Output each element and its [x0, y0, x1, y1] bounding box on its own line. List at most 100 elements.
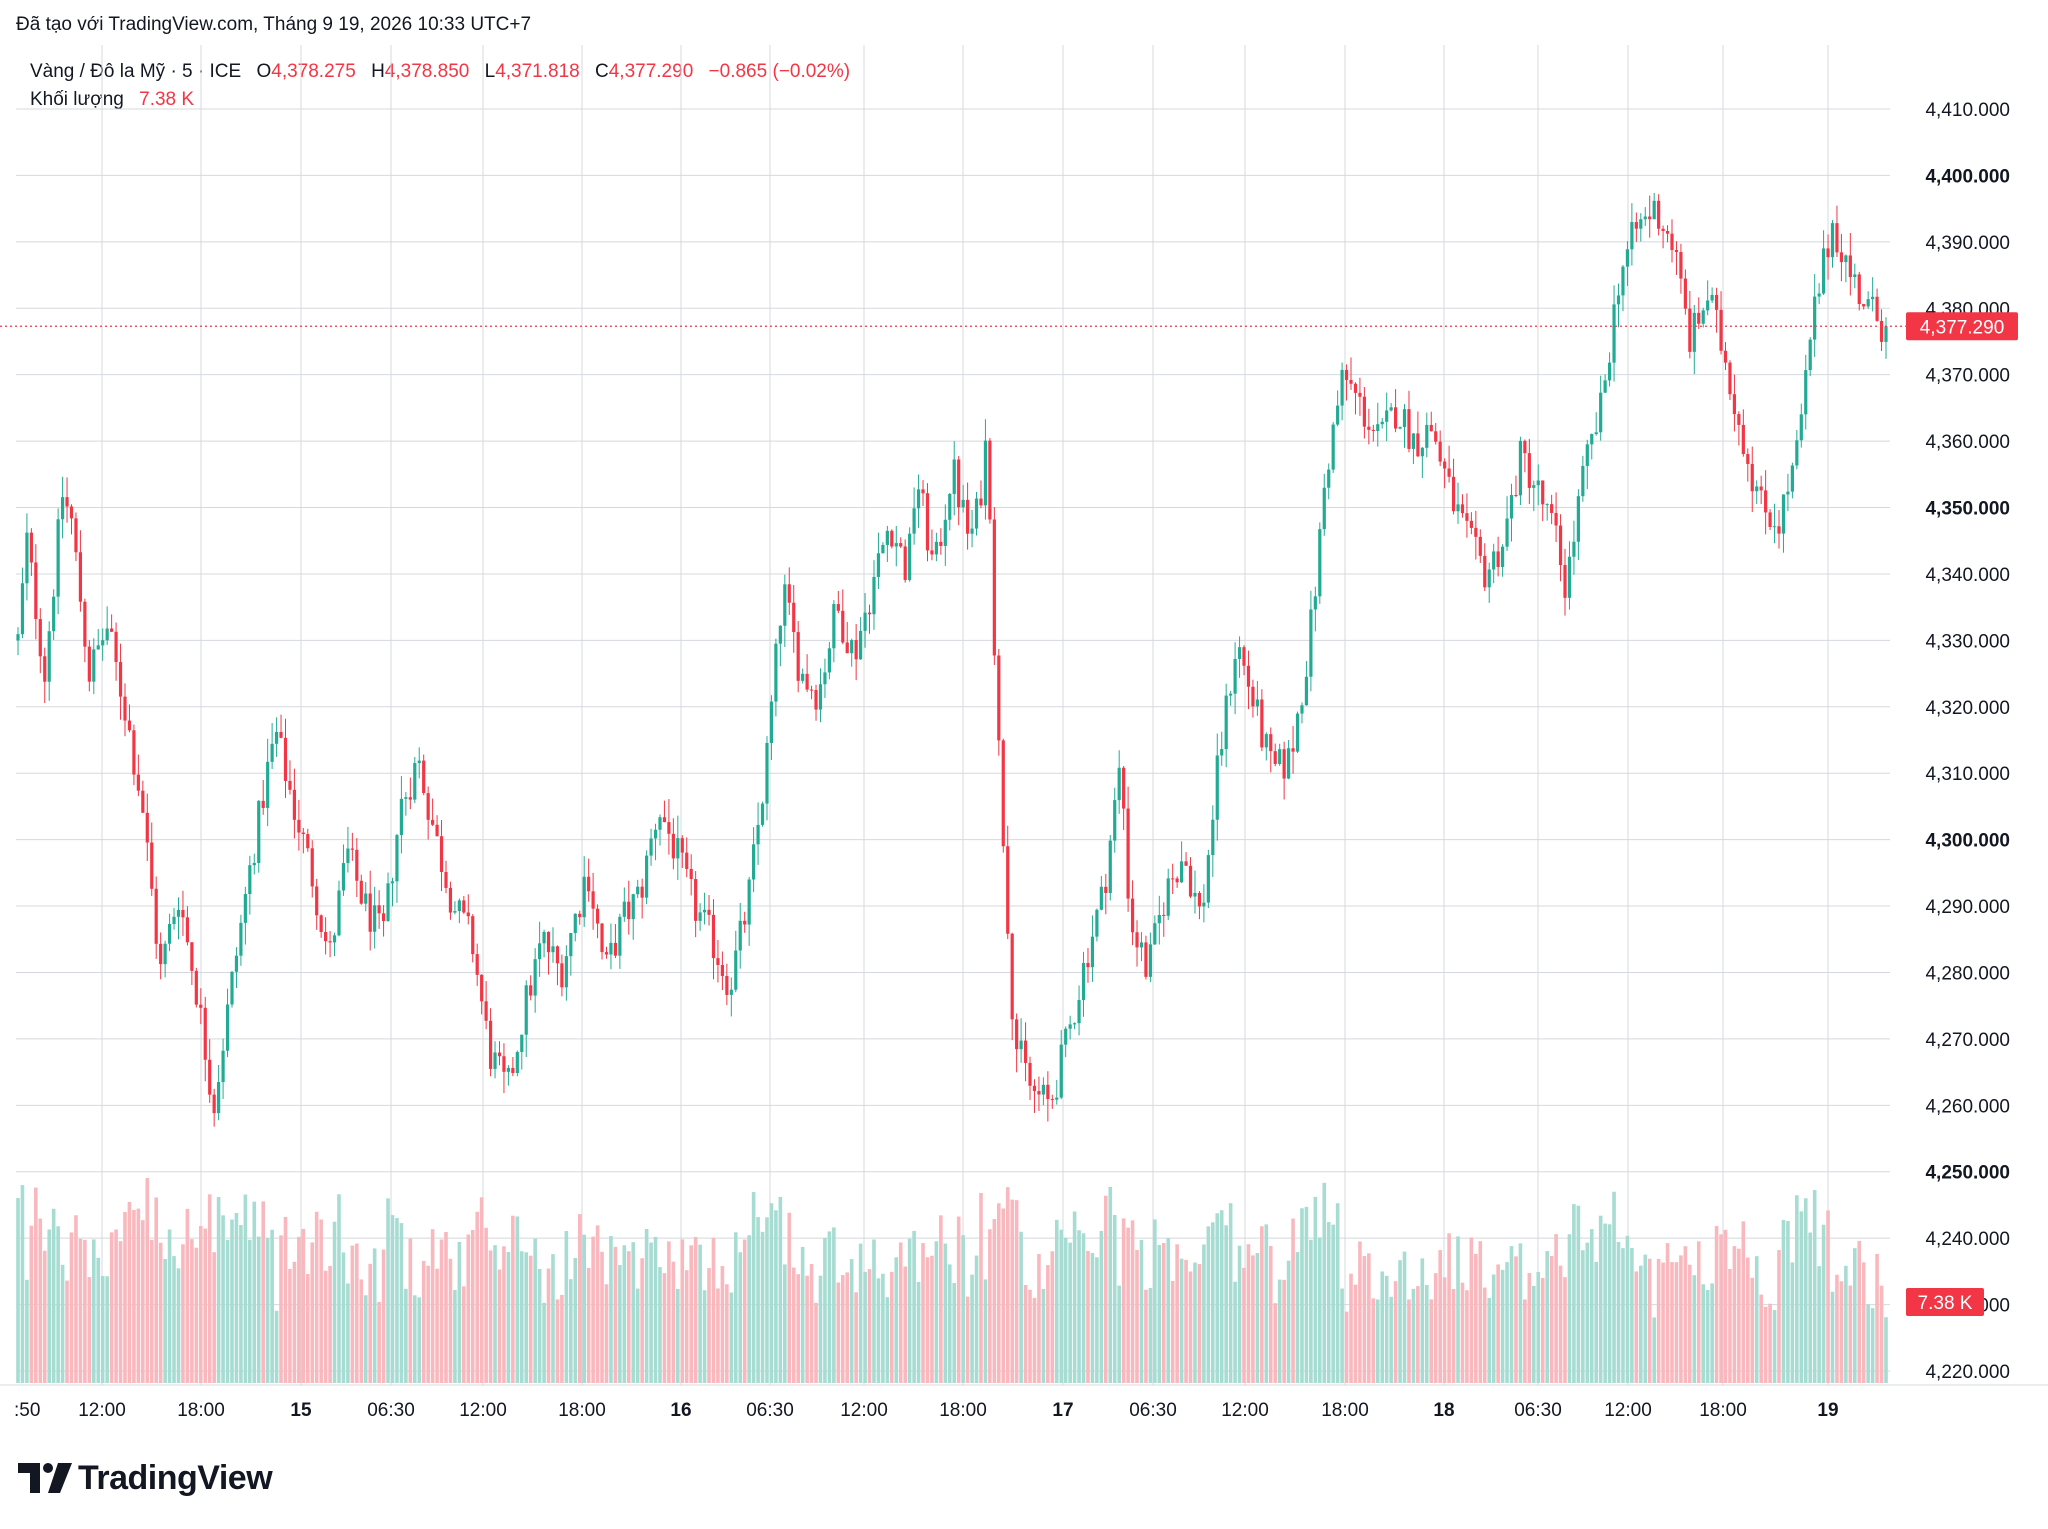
candle-body: [159, 943, 163, 965]
candle-body: [1826, 248, 1830, 258]
price-axis[interactable]: 4,410.0004,400.0004,390.0004,380.0004,37…: [1925, 100, 2010, 1383]
candle-body: [1055, 1097, 1059, 1100]
candle-body: [1157, 914, 1161, 924]
candle-body: [20, 583, 25, 635]
candle-body: [453, 911, 457, 913]
candle-body: [404, 797, 408, 799]
close-label: C: [595, 61, 609, 82]
candle-body: [894, 543, 898, 547]
candle-body: [243, 894, 247, 923]
volume-bar: [1523, 1299, 1527, 1383]
volume-bar: [243, 1194, 248, 1383]
candle-body: [297, 819, 301, 833]
volume-bar: [181, 1244, 185, 1383]
high-label: H: [371, 61, 385, 82]
candle-body: [1456, 504, 1460, 512]
candle-body: [1839, 252, 1844, 263]
candle-body: [1541, 480, 1545, 505]
volume-bar: [248, 1239, 252, 1383]
symbol-label[interactable]: Vàng / Đô la Mỹ · 5 · ICE: [30, 61, 242, 82]
volume-bar: [1808, 1232, 1813, 1383]
candle-body: [475, 954, 479, 975]
volume-bar: [595, 1225, 600, 1383]
candle-body: [609, 942, 613, 955]
time-axis-label: 12:00: [459, 1400, 507, 1421]
candle-body: [805, 673, 809, 690]
volume-bar: [1019, 1231, 1023, 1383]
volume-bar: [426, 1265, 430, 1383]
volume-bar: [760, 1231, 765, 1383]
chart-credit: Đã tạo với TradingView.com, Tháng 9 19, …: [16, 14, 532, 35]
volume-label[interactable]: Khối lượng: [30, 89, 124, 110]
volume-bar: [1237, 1245, 1242, 1383]
candle-body: [582, 876, 586, 918]
volume-bar: [934, 1241, 939, 1383]
candle-body: [167, 923, 172, 944]
volume-bar: [1799, 1211, 1804, 1383]
candle-body: [65, 497, 69, 507]
tradingview-logo-text: TradingView: [78, 1458, 273, 1497]
volume-bar: [1723, 1229, 1728, 1383]
candle-body: [916, 489, 921, 509]
volume-bar: [662, 1273, 667, 1383]
candle-body: [118, 662, 123, 697]
candle-body: [1242, 647, 1246, 666]
volume-bar: [854, 1292, 858, 1383]
volume-bar: [546, 1268, 551, 1383]
volume-bar: [1710, 1283, 1714, 1383]
candle-body: [1376, 424, 1380, 431]
volume-bar: [930, 1255, 934, 1383]
candle-body: [595, 908, 600, 924]
candle-body: [1625, 249, 1630, 267]
volume-bar: [16, 1198, 20, 1383]
volume-bar: [149, 1239, 154, 1383]
candle-body: [1665, 231, 1670, 234]
volume-bar: [1153, 1219, 1157, 1383]
candle-body: [836, 604, 840, 611]
candle-body: [1616, 295, 1621, 305]
volume-bar: [1166, 1238, 1171, 1383]
candle-body: [1193, 892, 1197, 897]
volume-bar: [381, 1249, 386, 1383]
candle-body: [1781, 494, 1786, 534]
candle-body: [74, 518, 78, 553]
tradingview-logo[interactable]: TradingView: [18, 1458, 273, 1498]
volume-bar: [38, 1218, 43, 1383]
volume-bar: [1184, 1259, 1188, 1383]
volume-bar: [1795, 1195, 1799, 1383]
volume-bar: [439, 1239, 444, 1383]
candle-body: [1113, 800, 1117, 841]
price-axis-label: 4,400.000: [1925, 166, 2010, 187]
time-axis[interactable]: :50 12:00 18:00 15 06:30 12:00 18:00 16 06:30 12:…: [14, 1400, 1839, 1421]
candle-body: [974, 498, 979, 529]
candle-body: [341, 863, 346, 891]
candle-body: [1153, 923, 1157, 945]
price-chart[interactable]: 4,410.0004,400.0004,390.0004,380.0004,37…: [0, 0, 2048, 1450]
volume-bar: [1193, 1262, 1197, 1383]
volume-bar: [399, 1223, 404, 1383]
candle-body: [1630, 222, 1634, 250]
candle-body: [1558, 525, 1563, 566]
close-value: 4,377.290: [608, 61, 694, 82]
volume-bar: [613, 1246, 618, 1383]
time-axis-label: 12:00: [1221, 1400, 1269, 1421]
volume-bar: [1233, 1281, 1237, 1383]
volume-bar: [1309, 1239, 1313, 1383]
volume-bar: [676, 1288, 680, 1383]
candle-body: [252, 863, 256, 866]
candle-body: [1545, 504, 1549, 506]
candle-body: [1286, 748, 1291, 779]
volume-bar: [791, 1267, 796, 1383]
candle-body: [1572, 541, 1576, 557]
time-axis-label: 06:30: [1514, 1400, 1562, 1421]
volume-bar: [256, 1236, 261, 1383]
candle-body: [1126, 808, 1130, 899]
time-axis-label: 06:30: [367, 1400, 415, 1421]
volume-bar: [466, 1234, 471, 1383]
volume-bar: [805, 1275, 809, 1383]
candle-body: [212, 1094, 216, 1114]
volume-bar: [301, 1228, 306, 1383]
volume-bar: [363, 1295, 368, 1383]
candle-body: [702, 909, 707, 913]
candle-body: [1879, 320, 1884, 342]
